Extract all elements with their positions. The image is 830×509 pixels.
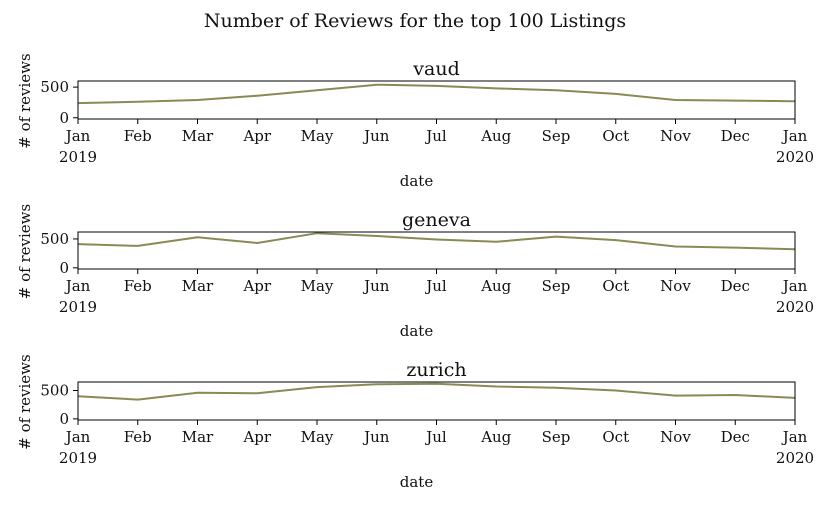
zurich-xtick-label-3: Apr xyxy=(242,428,271,446)
vaud-xtick-label-2: Mar xyxy=(182,127,214,145)
vaud-xtick-label-7: Aug xyxy=(480,127,511,145)
vaud-title: vaud xyxy=(412,58,459,80)
zurich-xlabel: date xyxy=(400,473,434,491)
vaud-xtick-label-8: Sep xyxy=(542,127,571,145)
zurich-ytick-label-0: 0 xyxy=(59,410,69,428)
zurich-ylabel: # of reviews xyxy=(16,354,34,449)
geneva-xtick-label-12: Jan 2020 xyxy=(776,277,814,316)
geneva-xtick-label-6: Jul xyxy=(424,277,447,295)
geneva-xtick-label-10: Nov xyxy=(660,277,691,295)
geneva-xtick-label-4: May xyxy=(301,277,334,295)
geneva-xtick-label-11: Dec xyxy=(721,277,750,295)
vaud-xtick-label-0: Jan 2019 xyxy=(59,127,97,166)
zurich-title: zurich xyxy=(406,359,466,381)
vaud-series-line xyxy=(77,83,796,105)
vaud-xtick-label-6: Jul xyxy=(424,127,447,145)
geneva-xtick-label-1: Feb xyxy=(124,277,152,295)
zurich-xtick-label-11: Dec xyxy=(721,428,750,446)
geneva-xtick-label-3: Apr xyxy=(242,277,271,295)
figure-title: Number of Reviews for the top 100 Listin… xyxy=(204,10,626,32)
geneva-series-line xyxy=(77,232,796,251)
zurich-ytick-label-500: 500 xyxy=(40,382,69,400)
geneva-xtick-label-2: Mar xyxy=(182,277,214,295)
zurich-series-line xyxy=(77,382,796,401)
geneva-xtick-label-5: Jun xyxy=(362,277,390,295)
geneva-xlabel: date xyxy=(400,322,434,340)
geneva-xtick-label-8: Sep xyxy=(542,277,571,295)
vaud-xtick-label-11: Dec xyxy=(721,127,750,145)
zurich-xtick-label-5: Jun xyxy=(362,428,390,446)
vaud-ytick-label-0: 0 xyxy=(59,109,69,127)
vaud-xtick-label-1: Feb xyxy=(124,127,152,145)
vaud-xtick-label-10: Nov xyxy=(660,127,691,145)
zurich-xtick-label-6: Jul xyxy=(424,428,447,446)
vaud-ytick-label-500: 500 xyxy=(40,78,69,96)
geneva-xtick-label-7: Aug xyxy=(480,277,511,295)
zurich-xtick-label-4: May xyxy=(301,428,334,446)
vaud-xtick-label-3: Apr xyxy=(242,127,271,145)
vaud-xlabel: date xyxy=(400,172,434,190)
zurich-xtick-label-2: Mar xyxy=(182,428,214,446)
zurich-axes-frame xyxy=(77,381,796,421)
zurich-xtick-label-8: Sep xyxy=(542,428,571,446)
zurich-xtick-label-7: Aug xyxy=(480,428,511,446)
zurich-xtick-label-1: Feb xyxy=(124,428,152,446)
geneva-ylabel: # of reviews xyxy=(16,204,34,299)
vaud-xtick-label-5: Jun xyxy=(362,127,390,145)
vaud-xtick-label-9: Oct xyxy=(602,127,629,145)
zurich-xtick-label-12: Jan 2020 xyxy=(776,428,814,467)
geneva-ytick-label-500: 500 xyxy=(40,230,69,248)
geneva-xtick-label-0: Jan 2019 xyxy=(59,277,97,316)
zurich-xtick-label-10: Nov xyxy=(660,428,691,446)
zurich-xtick-label-9: Oct xyxy=(602,428,629,446)
geneva-xtick-label-9: Oct xyxy=(602,277,629,295)
zurich-xtick-label-0: Jan 2019 xyxy=(59,428,97,467)
vaud-ylabel: # of reviews xyxy=(16,53,34,148)
vaud-xtick-label-4: May xyxy=(301,127,334,145)
vaud-xtick-label-12: Jan 2020 xyxy=(776,127,814,166)
geneva-axes-frame xyxy=(77,231,796,270)
geneva-title: geneva xyxy=(402,209,471,231)
geneva-ytick-label-0: 0 xyxy=(59,259,69,277)
